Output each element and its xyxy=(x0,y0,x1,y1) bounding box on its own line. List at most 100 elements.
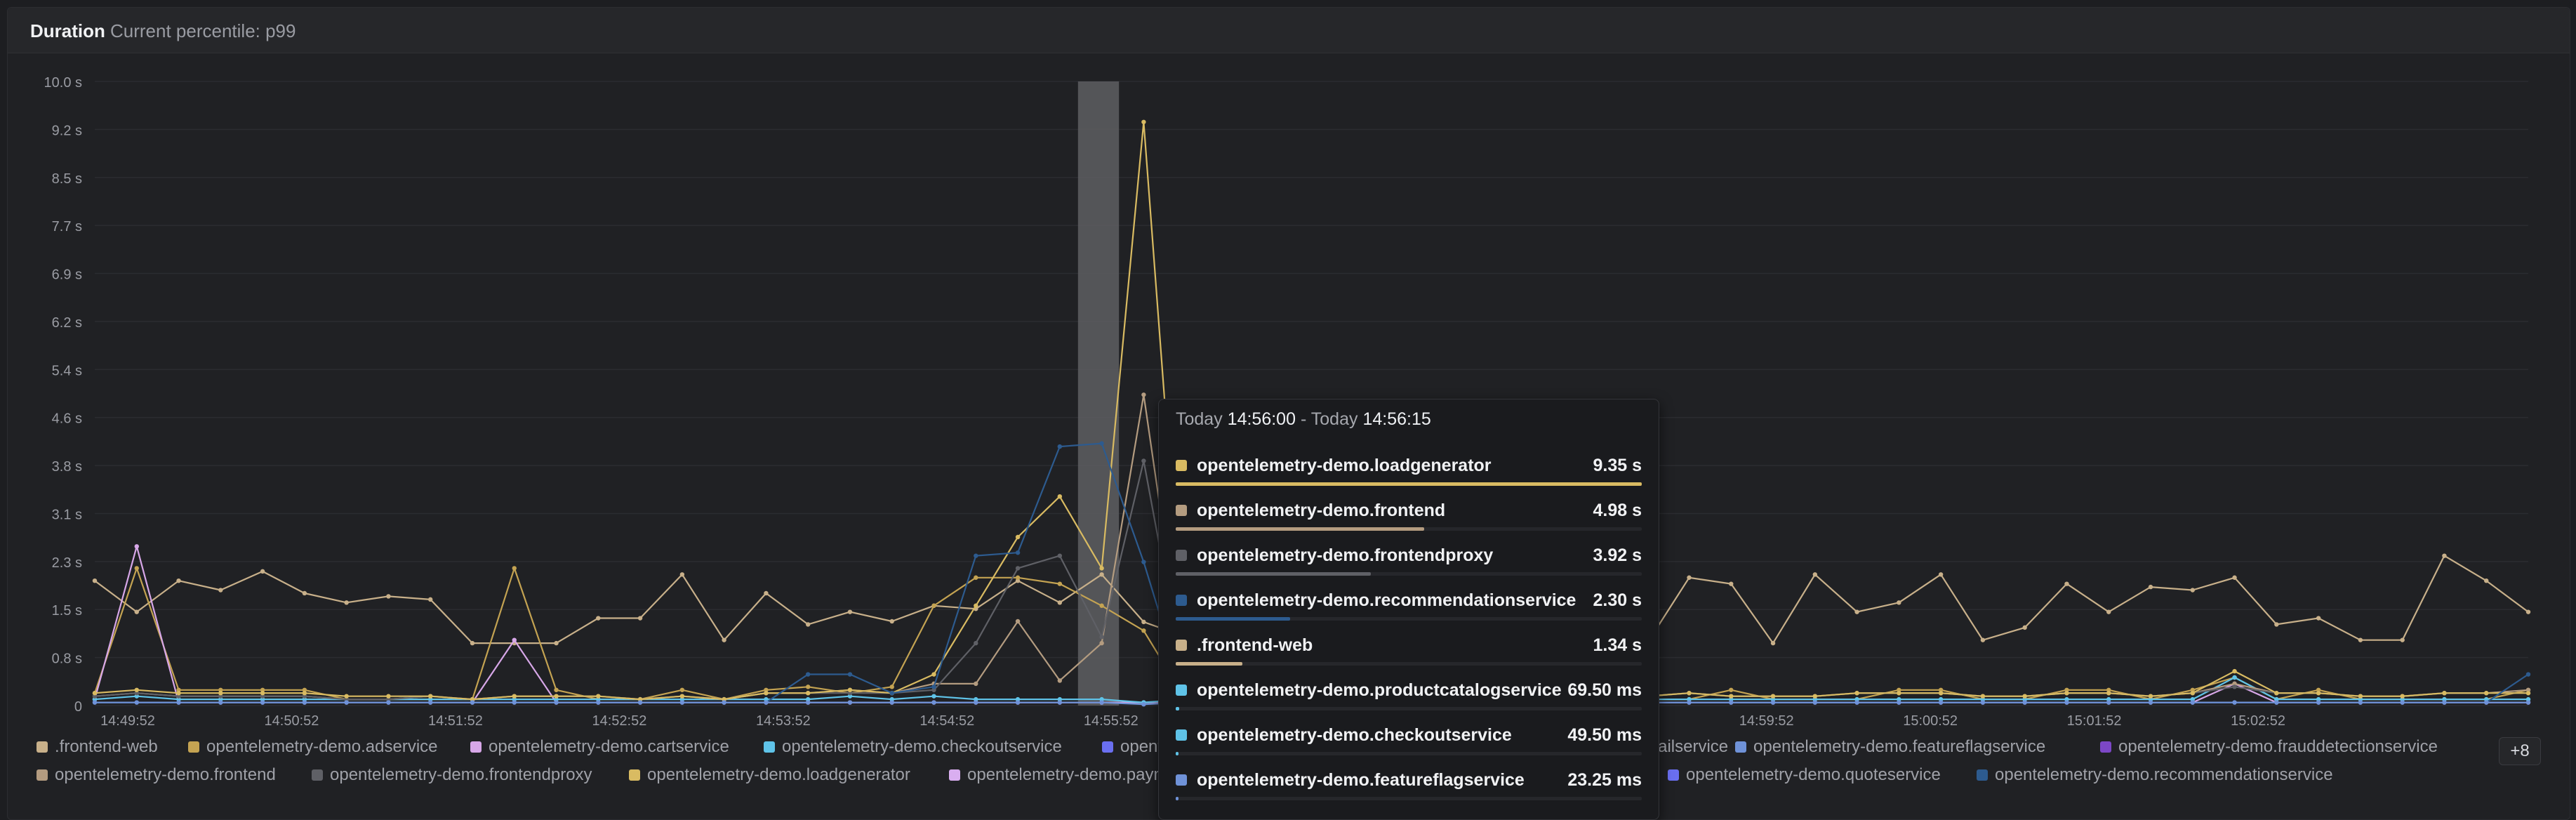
tooltip-series-name: opentelemetry-demo.recommendationservice xyxy=(1197,590,1576,610)
data-point xyxy=(428,597,433,602)
data-point xyxy=(2022,694,2027,699)
tooltip-bar-track xyxy=(1176,527,1642,531)
tooltip-bar-track xyxy=(1176,707,1642,710)
tooltip-row: opentelemetry-demo.checkoutservice 49.50 … xyxy=(1176,721,1642,766)
legend-item[interactable]: opentelemetry-demo.checkoutservice xyxy=(764,737,1062,757)
data-point xyxy=(974,700,978,705)
legend-swatch xyxy=(470,741,482,753)
data-point xyxy=(260,687,265,692)
data-point xyxy=(679,700,685,705)
data-point xyxy=(2358,696,2363,702)
data-point xyxy=(1938,691,1944,696)
legend-item[interactable]: opentelemetry-demo.frontendproxy xyxy=(312,765,592,785)
data-point xyxy=(1099,700,1104,705)
legend-swatch xyxy=(1977,769,1988,781)
legend-item[interactable]: .frontend-web xyxy=(36,737,158,757)
legend-item[interactable]: opentelemetry-demo.adservice xyxy=(188,737,438,757)
legend-item[interactable]: opentelemetry-demo.featureflagservice xyxy=(1735,737,2045,757)
data-point xyxy=(1099,572,1104,577)
x-tick-label: 14:51:52 xyxy=(428,713,483,729)
legend-item[interactable]: opentelemetry-demo.frauddetectionservice xyxy=(2100,737,2438,757)
data-point xyxy=(554,696,559,702)
data-point xyxy=(722,700,726,705)
data-point xyxy=(302,696,307,702)
tooltip-row: opentelemetry-demo.featureflagservice 23.… xyxy=(1176,766,1642,811)
data-point xyxy=(92,694,98,699)
data-point xyxy=(554,640,559,646)
data-point xyxy=(1770,694,1776,699)
tooltip-bar xyxy=(1176,752,1179,755)
data-point xyxy=(2232,668,2237,674)
tooltip-series-name: opentelemetry-demo.loadgenerator xyxy=(1197,456,1492,475)
tooltip-swatch xyxy=(1176,729,1187,741)
legend-item[interactable]: opentelemetry-demo.quoteservice xyxy=(1668,765,1941,785)
legend-item[interactable]: opentelemetry-demo.loadgenerator xyxy=(629,765,910,785)
legend-item[interactable]: opentelemetry-demo.recommendationservice xyxy=(1977,765,2333,785)
data-point xyxy=(764,700,769,705)
data-point xyxy=(260,700,265,705)
data-point xyxy=(596,616,601,621)
data-point xyxy=(2358,637,2363,642)
data-point xyxy=(2190,687,2195,692)
legend-label: opentelemetry-demo.featureflagservice xyxy=(1753,737,2046,756)
legend-swatch xyxy=(1735,741,1746,753)
data-point xyxy=(1015,578,1021,583)
y-tick-label: 2.3 s xyxy=(52,555,82,571)
legend-label: opentelemetry-demo.frontend xyxy=(55,765,276,784)
tooltip-swatch xyxy=(1176,774,1187,786)
data-point xyxy=(1897,600,1901,605)
data-point xyxy=(2064,696,2069,702)
data-point xyxy=(1141,702,1146,707)
data-point xyxy=(2106,609,2111,614)
data-point xyxy=(134,544,139,549)
data-point xyxy=(764,590,769,596)
data-point xyxy=(2022,700,2027,705)
data-point xyxy=(218,691,223,696)
data-point xyxy=(1854,691,1859,696)
x-tick-label: 15:00:52 xyxy=(1903,713,1958,729)
data-point xyxy=(134,691,139,696)
tooltip-row: opentelemetry-demo.recommendationservice… xyxy=(1176,586,1642,631)
data-point xyxy=(1099,566,1104,571)
data-point xyxy=(1015,696,1021,702)
data-point xyxy=(931,685,936,689)
data-point xyxy=(2442,553,2447,558)
data-point xyxy=(554,694,559,699)
data-point xyxy=(1938,572,1944,577)
legend-item[interactable]: opentelemetry-demo.cartservice xyxy=(470,737,729,757)
hover-highlight-band xyxy=(1077,81,1120,706)
data-point xyxy=(1854,700,1859,705)
data-point xyxy=(2190,696,2195,702)
tooltip-bar xyxy=(1176,707,1179,710)
data-point xyxy=(2484,578,2489,583)
data-point xyxy=(637,616,643,621)
tooltip-series-name: .frontend-web xyxy=(1197,635,1313,655)
tooltip-bar-track xyxy=(1176,662,1642,666)
data-point xyxy=(1729,581,1734,586)
data-point xyxy=(1938,700,1944,705)
legend-more-button[interactable]: +8 xyxy=(2499,737,2541,765)
data-point xyxy=(637,696,643,702)
legend-label: opentelemetry-demo.recommendationservice xyxy=(1995,765,2333,784)
data-point xyxy=(637,700,643,705)
data-point xyxy=(260,691,265,696)
data-point xyxy=(1812,696,1818,702)
x-tick-label: 14:55:52 xyxy=(1084,713,1138,729)
tooltip-series-name: opentelemetry-demo.frontendproxy xyxy=(1197,545,1494,565)
data-point xyxy=(1057,494,1063,499)
data-point xyxy=(2274,696,2279,702)
data-point xyxy=(302,700,307,705)
tooltip-series-value: 1.34 s xyxy=(1593,635,1642,655)
data-point xyxy=(92,691,98,696)
data-point xyxy=(1141,119,1146,124)
tooltip-row: opentelemetry-demo.frontend 4.98 s xyxy=(1176,496,1642,541)
data-point xyxy=(931,700,936,705)
percentile-selector[interactable]: Current percentile: p99 xyxy=(110,20,296,41)
legend-item[interactable]: opentelemetry-demo.frontend xyxy=(36,765,276,785)
tooltip-row: opentelemetry-demo.productcatalogservice… xyxy=(1176,676,1642,721)
data-point xyxy=(302,694,307,699)
legend-label: opentelemetry-demo.quoteservice xyxy=(1686,765,1941,784)
data-point xyxy=(596,700,601,705)
data-point xyxy=(679,687,685,692)
y-tick-label: 7.7 s xyxy=(52,219,82,234)
